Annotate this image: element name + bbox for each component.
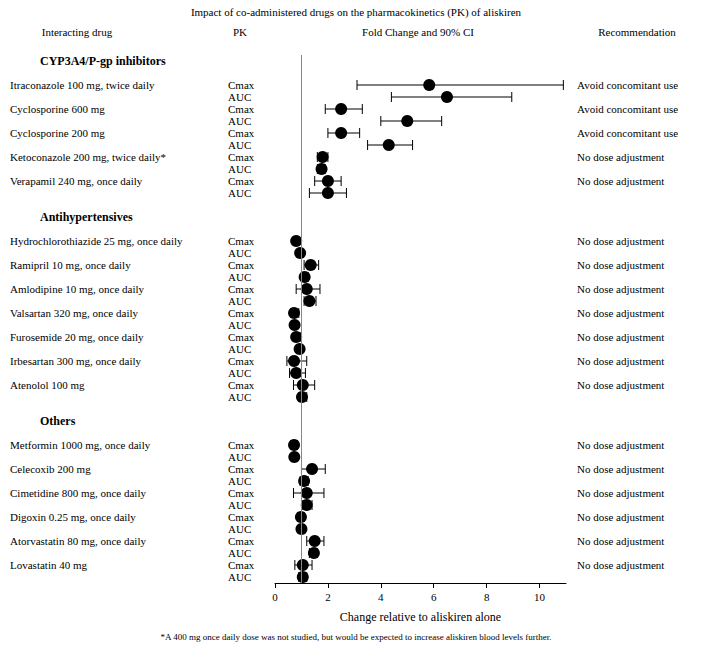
svg-text:AUC: AUC bbox=[228, 139, 251, 151]
svg-text:Fold Change and 90% CI: Fold Change and 90% CI bbox=[362, 26, 474, 38]
svg-text:No dose adjustment: No dose adjustment bbox=[577, 487, 664, 499]
svg-text:No dose adjustment: No dose adjustment bbox=[577, 439, 664, 451]
svg-text:AUC: AUC bbox=[228, 187, 251, 199]
svg-text:Cmax: Cmax bbox=[228, 559, 255, 571]
svg-text:AUC: AUC bbox=[228, 319, 251, 331]
svg-text:Cmax: Cmax bbox=[228, 307, 255, 319]
svg-text:Cmax: Cmax bbox=[228, 151, 255, 163]
svg-text:Cmax: Cmax bbox=[228, 487, 255, 499]
svg-text:No dose adjustment: No dose adjustment bbox=[577, 283, 664, 295]
svg-text:No dose adjustment: No dose adjustment bbox=[577, 511, 664, 523]
svg-text:AUC: AUC bbox=[228, 367, 251, 379]
svg-text:AUC: AUC bbox=[228, 391, 251, 403]
svg-text:Others: Others bbox=[40, 414, 76, 428]
svg-text:Cmax: Cmax bbox=[228, 79, 255, 91]
svg-text:Avoid concomitant use: Avoid concomitant use bbox=[577, 103, 678, 115]
svg-text:No dose adjustment: No dose adjustment bbox=[577, 379, 664, 391]
svg-text:Verapamil 240 mg, once daily: Verapamil 240 mg, once daily bbox=[10, 175, 143, 187]
svg-text:PK: PK bbox=[233, 26, 247, 38]
svg-text:Cmax: Cmax bbox=[228, 259, 255, 271]
svg-text:AUC: AUC bbox=[228, 451, 251, 463]
svg-text:AUC: AUC bbox=[228, 571, 251, 583]
svg-text:Antihypertensives: Antihypertensives bbox=[40, 210, 133, 224]
svg-text:Digoxin 0.25 mg, once daily: Digoxin 0.25 mg, once daily bbox=[10, 511, 136, 523]
svg-text:Cmax: Cmax bbox=[228, 511, 255, 523]
svg-text:Cmax: Cmax bbox=[228, 355, 255, 367]
svg-text:No dose adjustment: No dose adjustment bbox=[577, 259, 664, 271]
svg-text:0: 0 bbox=[272, 591, 278, 603]
svg-text:Lovastatin 40 mg: Lovastatin 40 mg bbox=[10, 559, 87, 571]
svg-text:No dose adjustment: No dose adjustment bbox=[577, 559, 664, 571]
svg-text:Cmax: Cmax bbox=[228, 127, 255, 139]
svg-text:Irbesartan 300 mg, once daily: Irbesartan 300 mg, once daily bbox=[10, 355, 142, 367]
svg-text:2: 2 bbox=[325, 591, 331, 603]
svg-text:Atenolol 100 mg: Atenolol 100 mg bbox=[10, 379, 85, 391]
svg-text:Metformin 1000 mg, once daily: Metformin 1000 mg, once daily bbox=[10, 439, 151, 451]
svg-text:Cmax: Cmax bbox=[228, 283, 255, 295]
svg-text:10: 10 bbox=[534, 591, 546, 603]
svg-text:Recommendation: Recommendation bbox=[598, 26, 676, 38]
svg-text:Cmax: Cmax bbox=[228, 379, 255, 391]
svg-text:No dose adjustment: No dose adjustment bbox=[577, 175, 664, 187]
svg-text:Ketoconazole 200 mg, twice dai: Ketoconazole 200 mg, twice daily* bbox=[10, 151, 166, 163]
svg-text:*A 400 mg once daily dose was: *A 400 mg once daily dose was not studie… bbox=[161, 632, 552, 642]
svg-text:No dose adjustment: No dose adjustment bbox=[577, 151, 664, 163]
svg-text:AUC: AUC bbox=[228, 499, 251, 511]
svg-text:Itraconazole 100 mg, twice dai: Itraconazole 100 mg, twice daily bbox=[10, 79, 155, 91]
svg-text:Celecoxib 200 mg: Celecoxib 200 mg bbox=[10, 463, 91, 475]
svg-text:AUC: AUC bbox=[228, 523, 251, 535]
svg-text:Cmax: Cmax bbox=[228, 463, 255, 475]
svg-text:Furosemide 20 mg, once daily: Furosemide 20 mg, once daily bbox=[10, 331, 144, 343]
svg-text:AUC: AUC bbox=[228, 115, 251, 127]
svg-text:Atorvastatin 80 mg, once daily: Atorvastatin 80 mg, once daily bbox=[10, 535, 146, 547]
svg-text:Cyclosporine 600 mg: Cyclosporine 600 mg bbox=[10, 103, 105, 115]
svg-text:CYP3A4/P-gp inhibitors: CYP3A4/P-gp inhibitors bbox=[40, 54, 166, 68]
svg-text:Valsartan 320 mg, once daily: Valsartan 320 mg, once daily bbox=[10, 307, 138, 319]
svg-text:Cmax: Cmax bbox=[228, 235, 255, 247]
svg-text:8: 8 bbox=[484, 591, 490, 603]
svg-text:6: 6 bbox=[431, 591, 437, 603]
svg-text:No dose adjustment: No dose adjustment bbox=[577, 463, 664, 475]
svg-text:AUC: AUC bbox=[228, 475, 251, 487]
svg-text:Interacting drug: Interacting drug bbox=[42, 26, 113, 38]
svg-text:AUC: AUC bbox=[228, 343, 251, 355]
svg-text:Cmax: Cmax bbox=[228, 331, 255, 343]
svg-text:Impact of co-administered drug: Impact of co-administered drugs on the p… bbox=[191, 6, 522, 19]
svg-text:AUC: AUC bbox=[228, 91, 251, 103]
svg-text:No dose adjustment: No dose adjustment bbox=[577, 331, 664, 343]
svg-text:Ramipril 10 mg, once daily: Ramipril 10 mg, once daily bbox=[10, 259, 131, 271]
svg-text:Cmax: Cmax bbox=[228, 439, 255, 451]
svg-text:Cyclosporine 200 mg: Cyclosporine 200 mg bbox=[10, 127, 105, 139]
svg-text:No dose adjustment: No dose adjustment bbox=[577, 355, 664, 367]
svg-text:AUC: AUC bbox=[228, 163, 251, 175]
svg-text:Change relative to aliskiren a: Change relative to aliskiren alone bbox=[340, 610, 501, 624]
svg-text:No dose adjustment: No dose adjustment bbox=[577, 535, 664, 547]
svg-text:4: 4 bbox=[378, 591, 384, 603]
svg-text:Avoid concomitant use: Avoid concomitant use bbox=[577, 127, 678, 139]
svg-text:AUC: AUC bbox=[228, 547, 251, 559]
svg-text:Cmax: Cmax bbox=[228, 535, 255, 547]
svg-text:Avoid concomitant use: Avoid concomitant use bbox=[577, 79, 678, 91]
svg-text:Cimetidine 800 mg, once daily: Cimetidine 800 mg, once daily bbox=[10, 487, 146, 499]
svg-text:No dose adjustment: No dose adjustment bbox=[577, 235, 664, 247]
svg-text:Hydrochlorothiazide 25 mg, onc: Hydrochlorothiazide 25 mg, once daily bbox=[10, 235, 183, 247]
svg-text:AUC: AUC bbox=[228, 271, 251, 283]
svg-text:Amlodipine 10 mg, once daily: Amlodipine 10 mg, once daily bbox=[10, 283, 145, 295]
svg-text:Cmax: Cmax bbox=[228, 103, 255, 115]
svg-text:AUC: AUC bbox=[228, 295, 251, 307]
svg-text:AUC: AUC bbox=[228, 247, 251, 259]
svg-text:No dose adjustment: No dose adjustment bbox=[577, 307, 664, 319]
svg-text:Cmax: Cmax bbox=[228, 175, 255, 187]
